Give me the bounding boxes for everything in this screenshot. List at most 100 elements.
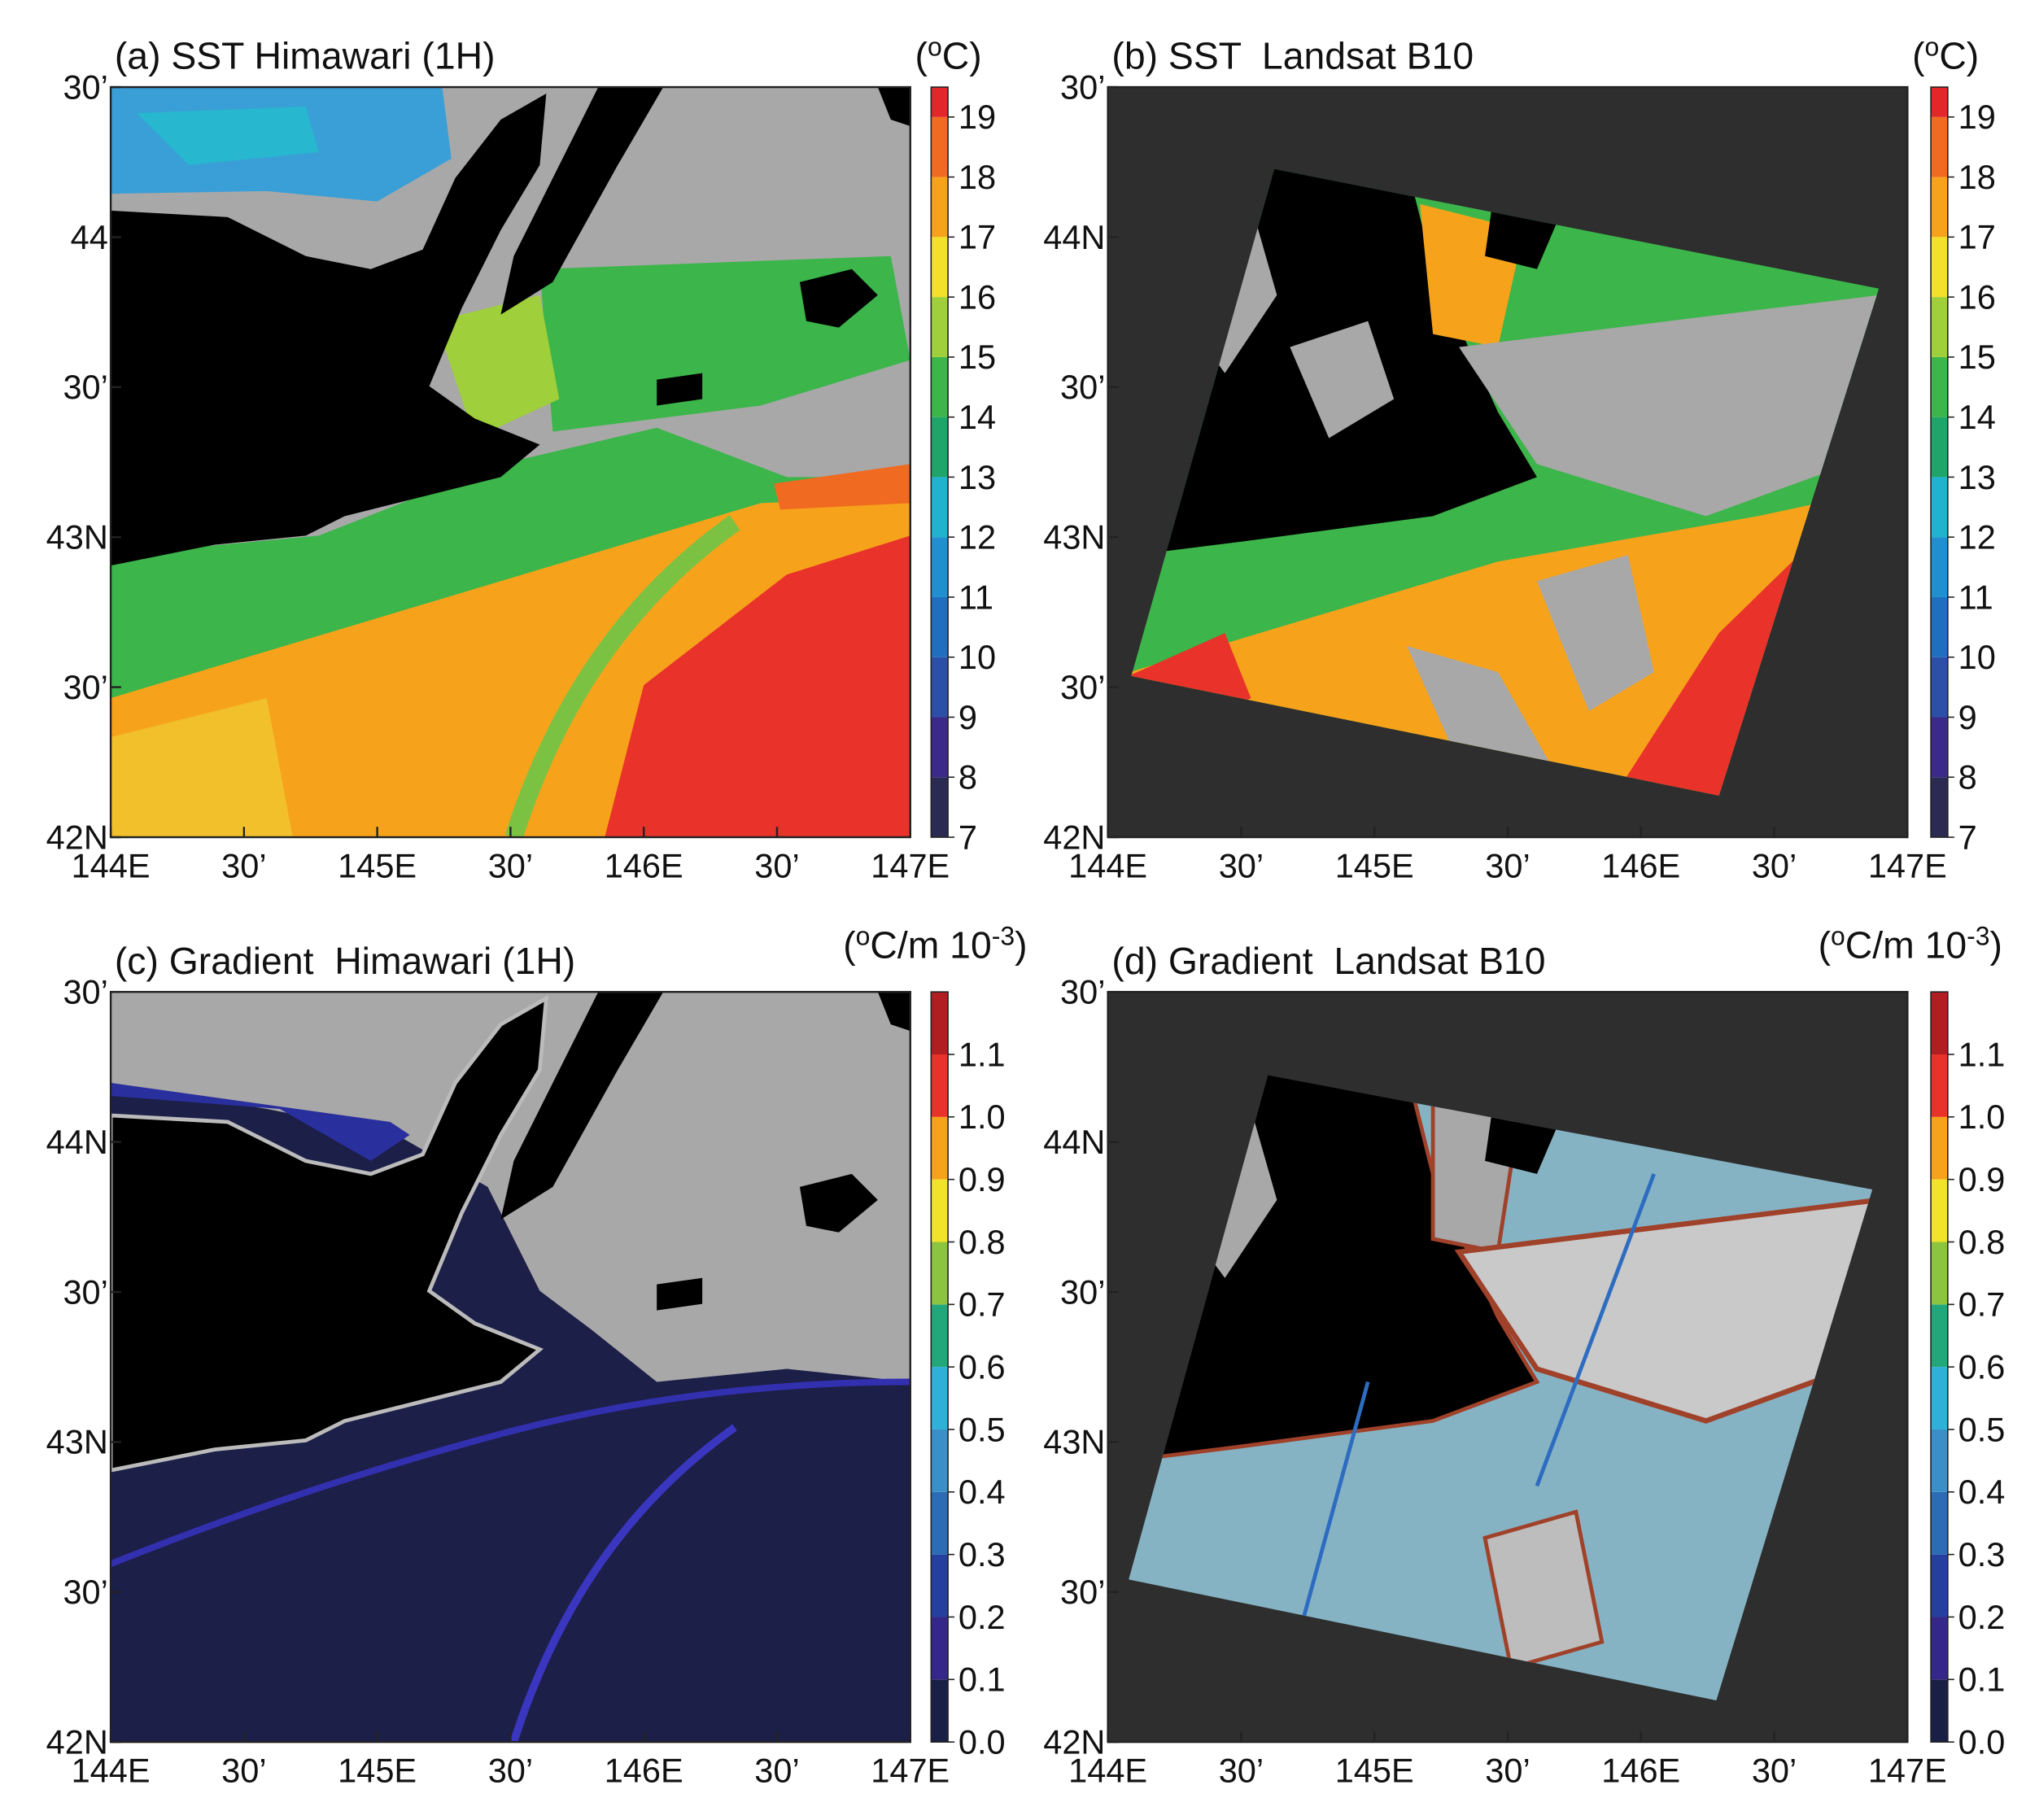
unit-part: ( [1912, 35, 1925, 77]
land [500, 992, 664, 1220]
land [111, 994, 549, 1473]
front [509, 1424, 737, 1743]
colorbar-label: 7 [1958, 818, 1977, 856]
colorbar-label: 1.0 [1958, 1098, 2006, 1136]
colorbar-label: 8 [1958, 758, 1977, 797]
colorbar-segment [1931, 657, 1948, 718]
colorbar-label: 9 [1958, 698, 1977, 736]
x-tick-label: 30’ [221, 847, 266, 885]
y-tick-label: 30’ [63, 68, 107, 106]
colorbar-segment [1931, 177, 1948, 238]
colorbar-label: 0.4 [1958, 1473, 2006, 1511]
x-tick-label: 144E [72, 1752, 151, 1790]
unit-part: -3 [992, 922, 1015, 951]
y-tick-label: 30’ [1060, 368, 1105, 406]
panel-title: (d) Gradient Landsat B10 [1111, 940, 1545, 982]
colorbar-segment [931, 1242, 949, 1305]
cold-water [137, 107, 319, 165]
colorbar-segment [1931, 992, 1948, 1054]
x-tick-label: 147E [1868, 1752, 1947, 1790]
x-tick-label: 146E [605, 847, 683, 885]
colorbar-segment [931, 777, 949, 838]
colorbar-label: 0.1 [958, 1661, 1006, 1699]
colorbar-frame [930, 86, 949, 838]
y-tick-label: 30’ [63, 368, 107, 406]
x-tick-label: 146E [605, 1752, 683, 1790]
colorbar-segment [1931, 717, 1948, 778]
unit: (oC) [1912, 33, 1979, 77]
gradient [111, 1083, 410, 1161]
y-tick-label: 30’ [63, 973, 107, 1011]
map-c [111, 992, 910, 1743]
x-tick-label: 147E [1868, 847, 1947, 885]
unit-part: ( [1819, 924, 1832, 967]
cloud [1454, 1197, 1873, 1424]
colorbar-label: 0.7 [1958, 1285, 2006, 1324]
colorbar-segment [931, 717, 949, 778]
colorbar-label: 0.7 [958, 1285, 1006, 1324]
colorbar-segment [1931, 1491, 1948, 1555]
unit-part: -3 [1967, 922, 1989, 951]
colorbar-segment [931, 1617, 949, 1680]
colorbar-label: 0.0 [1958, 1723, 2006, 1761]
y-tick-label: 30’ [1060, 668, 1105, 706]
y-tick-label: 44N [1043, 218, 1105, 256]
y-tick-label: 43N [1043, 518, 1105, 556]
colorbar-segment [931, 1054, 949, 1117]
colorbar-label: 16 [958, 277, 996, 316]
colorbar-segment [1931, 87, 1948, 117]
unit-part: o [856, 922, 871, 951]
colorbar-segment [931, 116, 949, 177]
unit-part: o [1925, 33, 1940, 62]
unit: (oC/m 10-3) [843, 922, 1027, 967]
colorbar-label: 17 [1958, 218, 1996, 256]
y-tick-label: 42N [46, 818, 108, 856]
colorbar-segment [1931, 116, 1948, 177]
colorbar-label: 14 [958, 398, 996, 436]
panel-title: (c) Gradient Himawari (1H) [115, 940, 575, 982]
x-tick-label: 30’ [1219, 1752, 1264, 1790]
colorbar-label: 18 [1958, 158, 1996, 196]
colorbar-label: 0.6 [958, 1348, 1006, 1386]
y-tick-label: 44 [71, 218, 108, 256]
panel-title: (a) SST Himawari (1H) [115, 35, 496, 77]
y-tick-label: 43N [1043, 1423, 1105, 1461]
colorbar-segment [1931, 1554, 1948, 1617]
x-tick-label: 147E [871, 847, 950, 885]
y-tick-label: 30’ [63, 1272, 107, 1311]
colorbar-segment [1931, 1116, 1948, 1180]
colorbar-label: 18 [958, 158, 996, 196]
x-tick-label: 145E [338, 1752, 417, 1790]
colorbar-label: 0.3 [958, 1535, 1006, 1573]
y-tick-label: 30’ [63, 668, 107, 706]
colorbar-segment [1931, 417, 1948, 478]
stripe [1535, 1173, 1656, 1487]
colorbar-segment [1931, 596, 1948, 657]
colorbar-label: 1.1 [958, 1035, 1006, 1073]
colorbar-segment [931, 477, 949, 538]
y-tick-label: 30’ [1060, 68, 1105, 106]
land [877, 992, 910, 1032]
colorbar-label: 11 [958, 578, 993, 616]
colorbar-segment [931, 87, 949, 117]
colorbar-segment [1931, 1367, 1948, 1429]
x-tick-label: 30’ [1485, 847, 1530, 885]
x-tick-label: 144E [1068, 1752, 1147, 1790]
y-tick-label: 42N [46, 1723, 108, 1761]
cloud [1482, 1509, 1605, 1671]
colorbar-label: 9 [958, 698, 977, 736]
cloud [1407, 646, 1550, 763]
cloud [1290, 321, 1395, 439]
colorbar-segment [1931, 237, 1948, 298]
x-tick-label: 146E [1601, 847, 1680, 885]
unit-part: ( [915, 35, 928, 77]
y-tick-label: 43N [46, 1423, 108, 1461]
colorbar-segment [931, 237, 949, 298]
colorbar-segment [931, 356, 949, 417]
x-tick-label: 144E [1068, 847, 1147, 885]
colorbar-segment [1931, 1242, 1948, 1305]
colorbar-segment [1931, 1429, 1948, 1492]
colorbar-label: 0.3 [1958, 1535, 2006, 1573]
colorbar-label: 13 [958, 458, 996, 496]
